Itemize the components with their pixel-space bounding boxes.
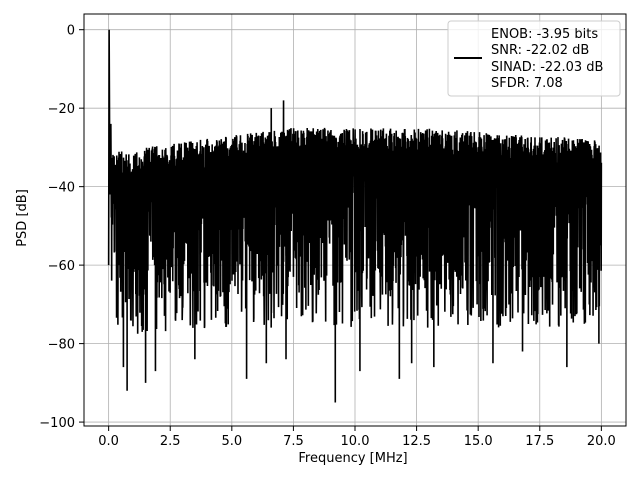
x-tick-label: 17.5	[525, 434, 554, 449]
legend-entry-sfdr: SFDR: 7.08	[491, 76, 563, 91]
y-tick-label: −100	[39, 416, 75, 431]
legend-entry-sinad: SINAD: -22.03 dB	[491, 60, 603, 75]
x-tick-label: 10.0	[341, 434, 370, 449]
y-tick-label: −40	[48, 181, 75, 196]
y-tick-label: −60	[48, 259, 75, 274]
x-tick-label: 2.5	[160, 434, 181, 449]
x-tick-label: 5.0	[221, 434, 242, 449]
x-tick-label: 7.5	[283, 434, 304, 449]
legend: ENOB: -3.95 bits SNR: -22.02 dB SINAD: -…	[447, 20, 621, 97]
y-tick-label: 0	[67, 24, 75, 39]
legend-box	[447, 20, 621, 97]
x-tick-label: 20.0	[587, 434, 616, 449]
x-tick-label: 0.0	[98, 434, 119, 449]
y-tick-label: −20	[48, 102, 75, 117]
y-axis-label: PSD [dB]	[15, 189, 30, 247]
x-tick-label: 12.5	[402, 434, 431, 449]
y-tick-label: −80	[48, 338, 75, 353]
psd-series-line	[107, 29, 603, 403]
y-axis-ticks: 0 −20 −40 −60 −80 −100	[39, 24, 84, 431]
x-tick-label: 15.0	[464, 434, 493, 449]
x-axis-label: Frequency [MHz]	[298, 451, 407, 466]
plot-area	[107, 29, 603, 403]
legend-entry-snr: SNR: -22.02 dB	[491, 43, 589, 58]
x-axis-ticks: 0.0 2.5 5.0 7.5 10.0 12.5 15.0 17.5 20.0	[98, 426, 616, 449]
legend-entry-enob: ENOB: -3.95 bits	[491, 27, 598, 42]
